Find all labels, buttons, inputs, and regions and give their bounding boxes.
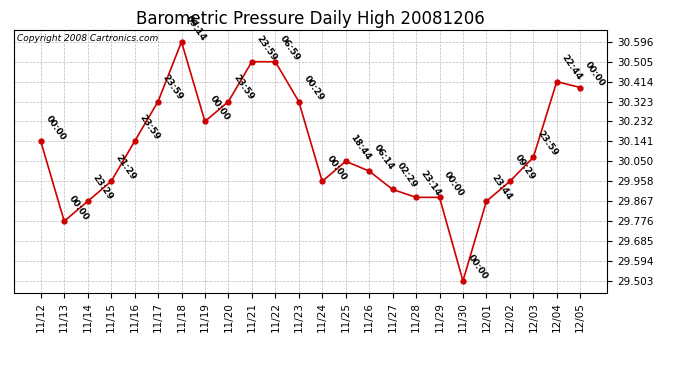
- Text: 00:29: 00:29: [302, 74, 325, 102]
- Text: 23:59: 23:59: [536, 129, 560, 158]
- Text: 09:29: 09:29: [513, 153, 537, 182]
- Text: Copyright 2008 Cartronics.com: Copyright 2008 Cartronics.com: [17, 34, 158, 43]
- Text: 09:14: 09:14: [184, 14, 208, 42]
- Text: 18:44: 18:44: [348, 133, 373, 162]
- Text: 00:00: 00:00: [43, 114, 67, 142]
- Text: 23:44: 23:44: [489, 173, 513, 202]
- Text: 00:00: 00:00: [583, 60, 607, 88]
- Title: Barometric Pressure Daily High 20081206: Barometric Pressure Daily High 20081206: [136, 10, 485, 28]
- Text: 06:59: 06:59: [278, 34, 302, 62]
- Text: 00:00: 00:00: [442, 170, 466, 198]
- Text: 23:59: 23:59: [255, 34, 279, 62]
- Text: 23:14: 23:14: [419, 169, 443, 198]
- Text: 00:00: 00:00: [208, 94, 231, 122]
- Text: 23:59: 23:59: [161, 74, 185, 102]
- Text: 00:00: 00:00: [325, 154, 348, 182]
- Text: 21:29: 21:29: [114, 153, 138, 182]
- Text: 02:29: 02:29: [395, 162, 419, 190]
- Text: 00:00: 00:00: [466, 254, 489, 282]
- Text: 06:14: 06:14: [372, 143, 395, 172]
- Text: 00:00: 00:00: [67, 194, 90, 222]
- Text: 23:59: 23:59: [137, 113, 161, 142]
- Text: 22:44: 22:44: [560, 53, 584, 82]
- Text: 23:59: 23:59: [231, 74, 255, 102]
- Text: 23:29: 23:29: [90, 173, 115, 202]
